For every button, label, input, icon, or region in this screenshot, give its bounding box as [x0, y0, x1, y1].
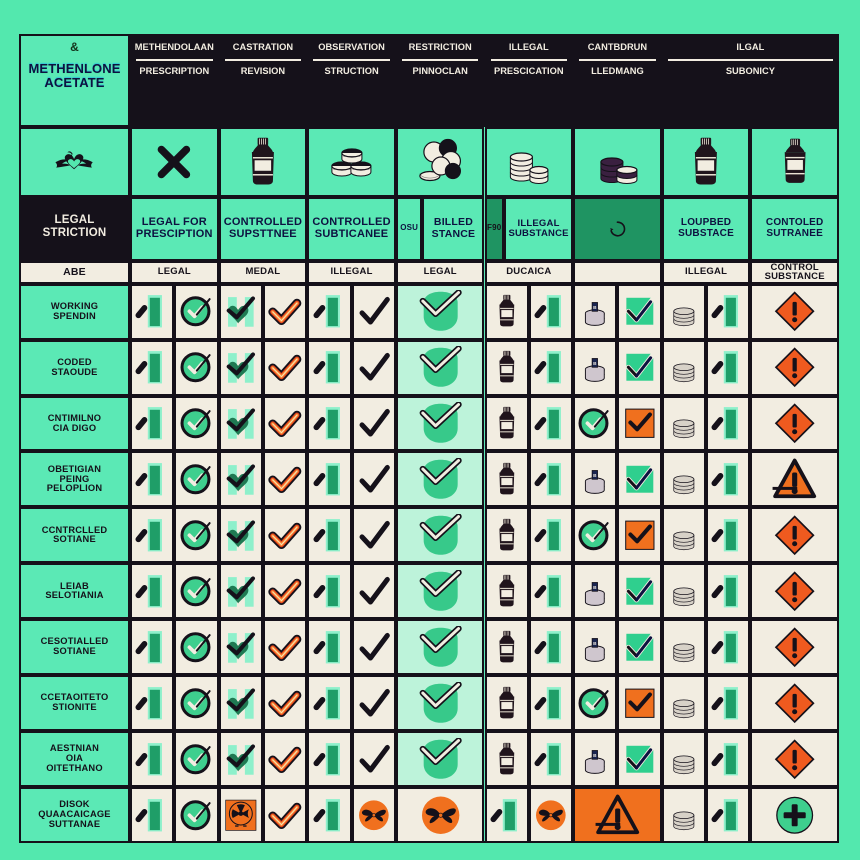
svg-text:B: B: [594, 361, 598, 366]
svg-text:B: B: [594, 473, 598, 478]
svg-text:B: B: [594, 305, 598, 310]
svg-text:B: B: [594, 641, 598, 646]
svg-text:B: B: [594, 753, 598, 758]
svg-text:B: B: [594, 585, 598, 590]
